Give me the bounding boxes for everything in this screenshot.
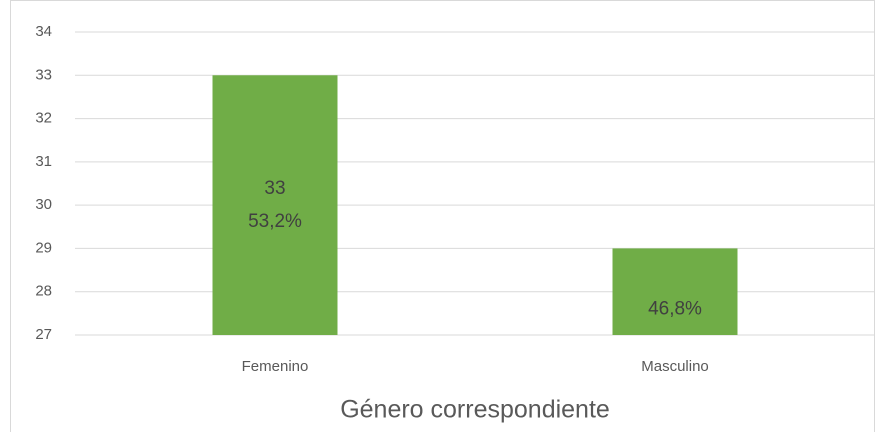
x-axis-title: Género correspondiente bbox=[340, 396, 610, 424]
y-tick-label: 29 bbox=[35, 239, 52, 256]
y-tick-label: 28 bbox=[35, 283, 52, 300]
y-tick-label: 30 bbox=[35, 196, 52, 213]
y-tick-label: 27 bbox=[35, 326, 52, 343]
bar bbox=[612, 248, 738, 335]
y-tick-label: 32 bbox=[35, 110, 52, 127]
percent-label: 53,2% bbox=[248, 211, 302, 232]
y-tick-label: 31 bbox=[35, 153, 52, 170]
percent-label: 46,8% bbox=[648, 299, 702, 320]
y-tick-label: 34 bbox=[35, 23, 52, 40]
y-tick-label: 33 bbox=[35, 66, 52, 83]
data-label: 33 bbox=[264, 178, 285, 199]
x-tick-label: Masculino bbox=[641, 358, 709, 375]
bar bbox=[212, 75, 338, 336]
x-tick-label: Femenino bbox=[242, 358, 309, 375]
chart-border bbox=[10, 0, 875, 432]
